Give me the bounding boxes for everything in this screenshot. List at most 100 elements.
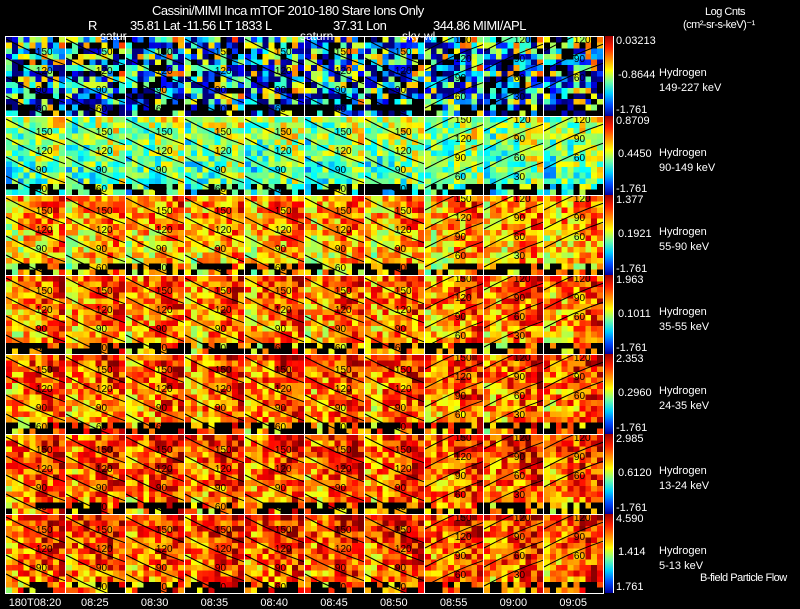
heatmap-cells — [245, 116, 304, 196]
contour-label: 120 — [96, 384, 113, 395]
contour-label: 60 — [96, 184, 108, 195]
contour-line — [305, 156, 364, 183]
contour-label: 60 — [96, 422, 108, 433]
contour-label: 90 — [395, 165, 407, 176]
contour-label: 90 — [454, 232, 466, 243]
contour-line — [544, 123, 603, 151]
contour-line — [6, 554, 65, 581]
time-tick-label: 08:25 — [81, 597, 109, 609]
heatmap-cells — [544, 275, 603, 355]
contour-label: 150 — [96, 365, 113, 376]
heatmap-cells — [245, 275, 304, 355]
contour-label: 90 — [275, 244, 287, 255]
spectrogram-panel: 150 120 90 60 — [184, 513, 246, 595]
contour-label: 90 — [96, 324, 108, 335]
contour-line — [125, 554, 185, 581]
contour-line — [245, 573, 289, 594]
contour-line — [484, 116, 515, 132]
species-label: Hydrogen — [659, 385, 707, 398]
contour-label: 120 — [36, 544, 53, 555]
contour-line — [65, 315, 125, 342]
spectrogram-panel: 120 90 60 — [543, 513, 604, 595]
contour-line — [424, 301, 484, 329]
contour-label: 120 — [574, 355, 591, 364]
contour-label: 150 — [335, 445, 352, 456]
heatmap-cells — [245, 37, 304, 116]
contour-line — [125, 137, 185, 164]
contour-line — [305, 216, 364, 244]
contour-line — [125, 175, 170, 196]
contour-label: 60 — [155, 104, 167, 115]
contour-label: 60 — [96, 343, 108, 354]
contour-line — [65, 334, 110, 355]
spectrogram-panel: 150 120 90 60 — [64, 115, 126, 197]
contour-line — [305, 137, 364, 164]
contour-label: 30 — [514, 92, 526, 103]
heatmap-cells — [185, 37, 245, 116]
contour-line — [185, 137, 245, 164]
contour-label: 150 — [454, 117, 471, 126]
contour-line — [484, 559, 544, 587]
spectrogram-panel: 150 120 90 60 — [124, 36, 186, 117]
contour-label: 90 — [335, 165, 347, 176]
panel-grid: 150 120 90 60 150 120 90 60 150 120 90 60 150 120 90 60… — [5, 36, 604, 595]
contour-label: 150 — [454, 355, 471, 364]
contour-line — [65, 137, 125, 164]
contour-line — [305, 573, 349, 594]
contour-line — [125, 76, 185, 104]
contour-line — [305, 375, 364, 403]
contour-line — [305, 474, 364, 502]
contour-label: 120 — [155, 225, 172, 236]
contour-line — [6, 197, 65, 225]
contour-label: 120 — [275, 384, 292, 395]
contour-label: 90 — [514, 134, 526, 145]
contour-line — [305, 38, 364, 66]
contour-line — [65, 76, 125, 104]
contour-line — [305, 76, 364, 104]
contour-label: 60 — [215, 502, 227, 513]
contour-line — [424, 435, 455, 450]
contour-line — [65, 216, 125, 244]
contour-label: 60 — [514, 551, 526, 562]
spectrogram-panel: 120 90 60 — [543, 434, 604, 515]
colorbar-max-label: 2.985 — [616, 433, 644, 445]
spectrogram-panel: 150 120 90 60 — [124, 434, 186, 515]
contour-line — [125, 296, 185, 323]
contour-line — [364, 334, 409, 355]
row-label: Hydrogen 90-149 keV — [659, 146, 715, 176]
contour-line — [364, 38, 424, 66]
contour-line — [125, 474, 185, 502]
time-tick-label: 08:50 — [380, 597, 408, 609]
spectrogram-panel: 120 90 60 — [543, 36, 604, 117]
contour-label: 120 — [155, 464, 172, 475]
contour-label: 60 — [36, 263, 48, 274]
contour-line — [364, 436, 424, 464]
colorbar-min-label: 1.761 — [616, 581, 644, 594]
species-label: Hydrogen — [659, 305, 707, 318]
colorbar-min-label: -1.761 — [616, 501, 648, 514]
contour-line — [364, 375, 424, 403]
contour-label: 150 — [454, 37, 471, 46]
contour-label: 150 — [96, 525, 113, 536]
contour-label: 120 — [514, 515, 531, 524]
heatmap-cells — [65, 435, 125, 514]
contour-label: 90 — [96, 244, 108, 255]
contour-label: 90 — [155, 85, 167, 96]
heatmap-cells — [65, 37, 125, 116]
spectrogram-panel: 150 120 90 60 — [423, 274, 485, 356]
contour-label: 90 — [395, 563, 407, 574]
contour-label: 60 — [36, 422, 48, 433]
contour-label: 120 — [155, 544, 172, 555]
contour-label: 150 — [215, 206, 232, 217]
heatmap-cells — [185, 355, 245, 434]
contour-line — [484, 435, 515, 450]
contour-line — [544, 355, 575, 370]
contour-label: 120 — [36, 464, 53, 475]
contour-label: 120 — [215, 146, 232, 157]
contour-label: 60 — [36, 502, 48, 513]
contour-label: 150 — [215, 127, 232, 138]
contour-line — [245, 474, 304, 502]
contour-line — [185, 216, 245, 244]
contour-label: 120 — [454, 54, 471, 65]
contour-label: 120 — [36, 146, 53, 157]
